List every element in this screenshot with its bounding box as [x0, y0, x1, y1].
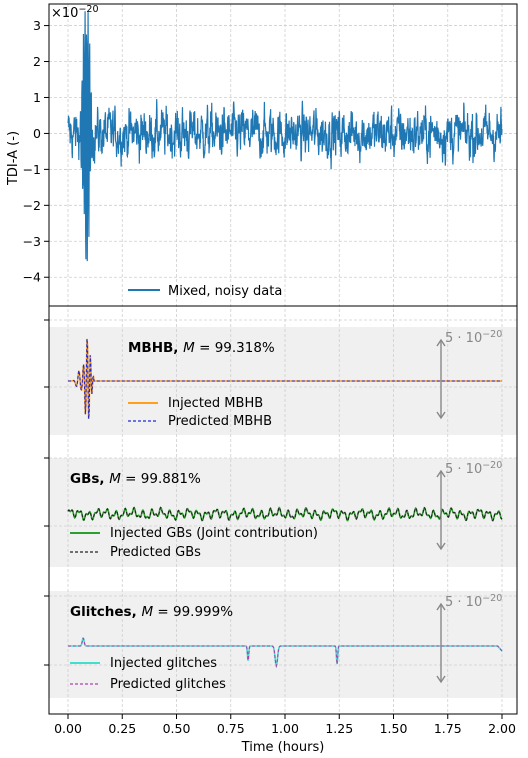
y-tick-label: −1 — [23, 162, 41, 177]
scale-bar-arrow-top — [436, 469, 446, 478]
offset-text-exponent: −20 — [78, 4, 98, 15]
scale-label-exponent: −20 — [482, 460, 502, 471]
scale-label-exponent: −20 — [482, 329, 502, 340]
panel-title-bold: GBs, — [70, 471, 109, 487]
legend-label-injected: Injected MBHB — [168, 396, 263, 411]
mixed-data-line — [67, 11, 503, 262]
top-axes-frame — [48, 3, 518, 307]
x-tick-label: 1.50 — [380, 721, 408, 736]
y-tick-label: 2 — [33, 54, 41, 69]
scale-label: 5 · 10−20 — [445, 593, 502, 610]
y-tick-label: −3 — [23, 234, 41, 249]
legend-label-predicted: Predicted GBs — [110, 545, 201, 560]
panel-title-metric-value: = 99.881% — [121, 471, 201, 487]
panel-title-metric-symbol: M — [183, 340, 195, 356]
mixed-data-series — [67, 11, 503, 262]
x-tick-label: 0.25 — [108, 721, 136, 736]
y-tick-label: 0 — [33, 126, 41, 141]
panel-title-metric-symbol: M — [141, 604, 153, 620]
bottom-axes-frame — [48, 305, 518, 715]
axis-ticks — [44, 25, 503, 719]
panel-title-metric-value: = 99.318% — [195, 340, 275, 356]
predicted-line-1 — [67, 506, 503, 522]
component-series — [67, 338, 503, 669]
panel-title-bold: Glitches, — [70, 604, 141, 620]
x-tick-label: 1.75 — [434, 721, 462, 736]
scale-bar-arrow-bottom — [436, 675, 446, 684]
y-tick-label: 3 — [33, 18, 41, 33]
x-tick-label: 0.00 — [54, 721, 82, 736]
x-tick-label: 0.75 — [217, 721, 245, 736]
panel-title-bold: MBHB, — [128, 340, 183, 356]
top-legend: Mixed, noisy data — [128, 284, 282, 299]
panel-title: Glitches, M = 99.999% — [70, 604, 233, 620]
y-tick-label: −2 — [23, 198, 41, 213]
legend-label-predicted: Predicted MBHB — [168, 414, 272, 429]
y-tick-label: −4 — [23, 270, 41, 285]
y-tick-label: 1 — [33, 90, 41, 105]
scale-label: 5 · 10−20 — [445, 329, 502, 346]
x-axis-label: Time (hours) — [241, 740, 325, 755]
scale-label-base: 5 · 10 — [445, 462, 482, 477]
scale-label-base: 5 · 10 — [445, 331, 482, 346]
offset-text: ×10−20 — [51, 4, 99, 21]
legend-label-injected: Injected GBs (Joint contribution) — [110, 526, 318, 541]
x-tick-label: 2.00 — [488, 721, 516, 736]
scale-label: 5 · 10−20 — [445, 460, 502, 477]
scale-bar-arrow-bottom — [436, 411, 446, 420]
scale-bar-arrow-top — [436, 338, 446, 347]
scale-bar-arrow-top — [436, 602, 446, 611]
x-tick-label: 0.50 — [163, 721, 191, 736]
panel-title: MBHB, M = 99.318% — [128, 340, 275, 356]
y-axis-label: TDI-A (-) — [6, 131, 21, 186]
panel-title-metric-value: = 99.999% — [153, 604, 233, 620]
x-tick-label: 1.00 — [271, 721, 299, 736]
offset-text-base: ×10 — [51, 6, 78, 21]
predicted-line-2 — [68, 637, 503, 668]
scale-label-base: 5 · 10 — [445, 595, 482, 610]
component-panel-annotations: MBHB, M = 99.318% Injected MBHB Predicted … — [70, 329, 502, 692]
scale-bar-arrow-bottom — [436, 542, 446, 551]
predicted-line-0 — [68, 338, 502, 419]
x-tick-label: 1.25 — [325, 721, 353, 736]
panel-title: GBs, M = 99.881% — [70, 471, 201, 487]
legend-label-injected: Injected glitches — [110, 656, 217, 671]
legend-label-predicted: Predicted glitches — [110, 677, 226, 692]
scale-label-exponent: −20 — [482, 593, 502, 604]
panel-title-metric-symbol: M — [109, 471, 121, 487]
tick-labels: 0.00 0.25 0.50 0.75 1.00 1.25 1.50 1.75 2.00 3 2 1 0… — [23, 18, 516, 736]
legend-label-mixed: Mixed, noisy data — [168, 284, 282, 299]
